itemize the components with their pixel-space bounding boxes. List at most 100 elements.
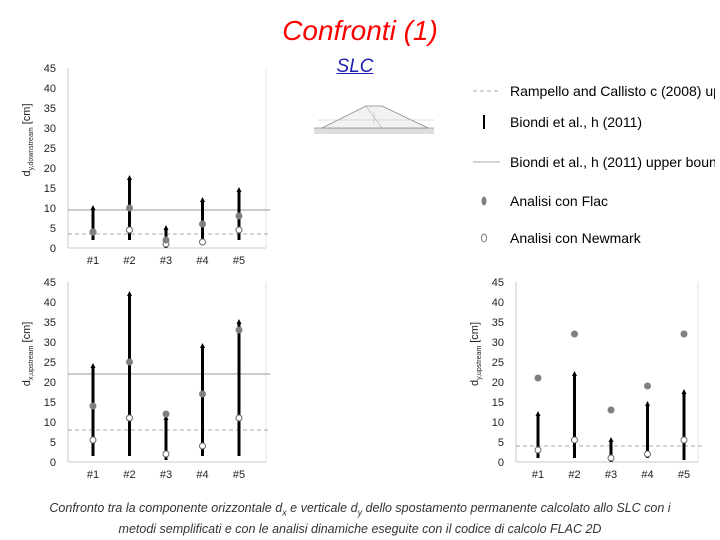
x-tick-label: #5 xyxy=(233,469,245,481)
y-tick-label: 15 xyxy=(492,397,504,409)
newmark-point xyxy=(680,436,688,444)
y-tick-label: 40 xyxy=(44,297,56,309)
flac-point xyxy=(126,204,133,212)
y-tick-label: 45 xyxy=(44,63,56,75)
newmark-point xyxy=(607,454,615,462)
x-tick-label: #1 xyxy=(87,255,99,267)
legend-flac-marker xyxy=(481,196,487,206)
flac-point xyxy=(534,374,542,382)
y-tick-label: 15 xyxy=(44,397,56,409)
y-tick-label: 5 xyxy=(498,437,504,449)
range-bar-cap xyxy=(200,343,205,348)
caption: Confronto tra la componente orizzontale … xyxy=(49,501,671,536)
y-tick-label: 35 xyxy=(44,103,56,115)
legend-bar-swatch xyxy=(483,115,485,129)
flac-point xyxy=(571,330,578,338)
x-tick-label: #5 xyxy=(678,469,690,481)
y-tick-label: 20 xyxy=(492,377,504,389)
newmark-point xyxy=(571,436,578,444)
y-tick-label: 40 xyxy=(44,83,56,95)
newmark-point xyxy=(126,226,133,234)
x-tick-label: #3 xyxy=(160,469,172,481)
legend-line-label: Biondi et al., h (2011) upper bound xyxy=(510,154,715,170)
y-tick-label: 25 xyxy=(492,357,504,369)
chart-1: 0 5 10 15 20 25 30 35 40 45 dy,downstream [cm] #1 #2… xyxy=(21,63,270,267)
range-bar-cap xyxy=(681,389,687,394)
x-tick-label: #2 xyxy=(123,255,135,267)
y-tick-label: 20 xyxy=(44,163,56,175)
flac-point xyxy=(199,390,206,398)
y-tick-label: 0 xyxy=(50,457,56,469)
x-tick-label: #4 xyxy=(641,469,653,481)
y-tick-label: 10 xyxy=(44,203,56,215)
range-bar-cap xyxy=(127,291,132,296)
flac-point xyxy=(89,402,97,410)
y-tick-label: 45 xyxy=(44,277,56,289)
x-tick-label: #1 xyxy=(87,469,99,481)
range-bar-cap xyxy=(163,225,169,230)
range-bar-cap xyxy=(90,363,96,368)
y-tick-label: 0 xyxy=(498,457,504,469)
range-bar-cap xyxy=(200,197,205,202)
newmark-point xyxy=(534,446,542,454)
y-tick-label: 10 xyxy=(492,417,504,429)
newmark-point xyxy=(199,442,206,450)
flac-point xyxy=(199,220,206,228)
flac-point xyxy=(644,382,651,390)
y-tick-label: 40 xyxy=(492,297,504,309)
legend-newmark-marker xyxy=(481,233,487,243)
x-tick-label: #2 xyxy=(568,469,580,481)
x-tick-label: #4 xyxy=(196,255,208,267)
newmark-point xyxy=(162,450,170,458)
flac-point xyxy=(89,228,97,236)
chart-3: 0 5 10 15 20 25 30 35 40 45 dy,upstream [cm] #1 #2 #3… xyxy=(469,277,702,481)
chart-2: 0 5 10 15 20 25 30 35 40 45 dx,upstream [cm] #1 #2 #3… xyxy=(21,277,270,481)
subtitle-slc: SLC xyxy=(336,56,374,77)
x-tick-label: #2 xyxy=(123,469,135,481)
y-tick-label: 25 xyxy=(44,143,56,155)
y-tick-label: 25 xyxy=(44,357,56,369)
y-tick-label: 5 xyxy=(50,437,56,449)
newmark-point xyxy=(235,414,243,422)
y-axis-label: dy,upstream [cm] xyxy=(469,322,483,386)
y-tick-label: 35 xyxy=(492,317,504,329)
y-tick-label: 5 xyxy=(50,223,56,235)
legend-flac-label: Analisi con Flac xyxy=(510,193,608,209)
range-bar-cap xyxy=(645,401,650,406)
dam-section-image xyxy=(314,105,434,134)
legend-dashed-label: Rampello and Callisto c (2008) upper bou… xyxy=(510,83,715,99)
newmark-point xyxy=(89,436,97,444)
x-tick-label: #5 xyxy=(233,255,245,267)
flac-point xyxy=(162,236,170,244)
x-tick-label: #4 xyxy=(196,469,208,481)
range-bar-cap xyxy=(90,205,96,210)
range-bar-cap xyxy=(127,175,132,180)
legend: Rampello and Callisto c (2008) upper bou… xyxy=(473,83,715,246)
newmark-point xyxy=(126,414,133,422)
flac-point xyxy=(162,410,170,418)
x-tick-label: #1 xyxy=(532,469,544,481)
legend-bar-label: Biondi et al., h (2011) xyxy=(510,114,642,130)
flac-point xyxy=(235,326,243,334)
y-tick-label: 0 xyxy=(50,243,56,255)
y-tick-label: 45 xyxy=(492,277,504,289)
y-tick-label: 35 xyxy=(44,317,56,329)
page-title: Confronti (1) xyxy=(282,15,438,46)
newmark-point xyxy=(235,226,243,234)
y-tick-label: 30 xyxy=(492,337,504,349)
y-tick-label: 30 xyxy=(44,123,56,135)
newmark-point xyxy=(199,238,206,246)
y-axis-label: dy,downstream [cm] xyxy=(21,103,35,176)
y-axis-label: dx,upstream [cm] xyxy=(21,322,35,387)
y-tick-label: 20 xyxy=(44,377,56,389)
flac-point xyxy=(680,330,688,338)
y-tick-label: 15 xyxy=(44,183,56,195)
x-tick-label: #3 xyxy=(160,255,172,267)
range-bar-cap xyxy=(236,319,242,324)
range-bar-cap xyxy=(236,187,242,192)
flac-point xyxy=(126,358,133,366)
range-bar-cap xyxy=(572,371,577,376)
legend-newmark-label: Analisi con Newmark xyxy=(510,230,642,246)
flac-point xyxy=(607,406,615,414)
range-bar-cap xyxy=(608,437,614,442)
